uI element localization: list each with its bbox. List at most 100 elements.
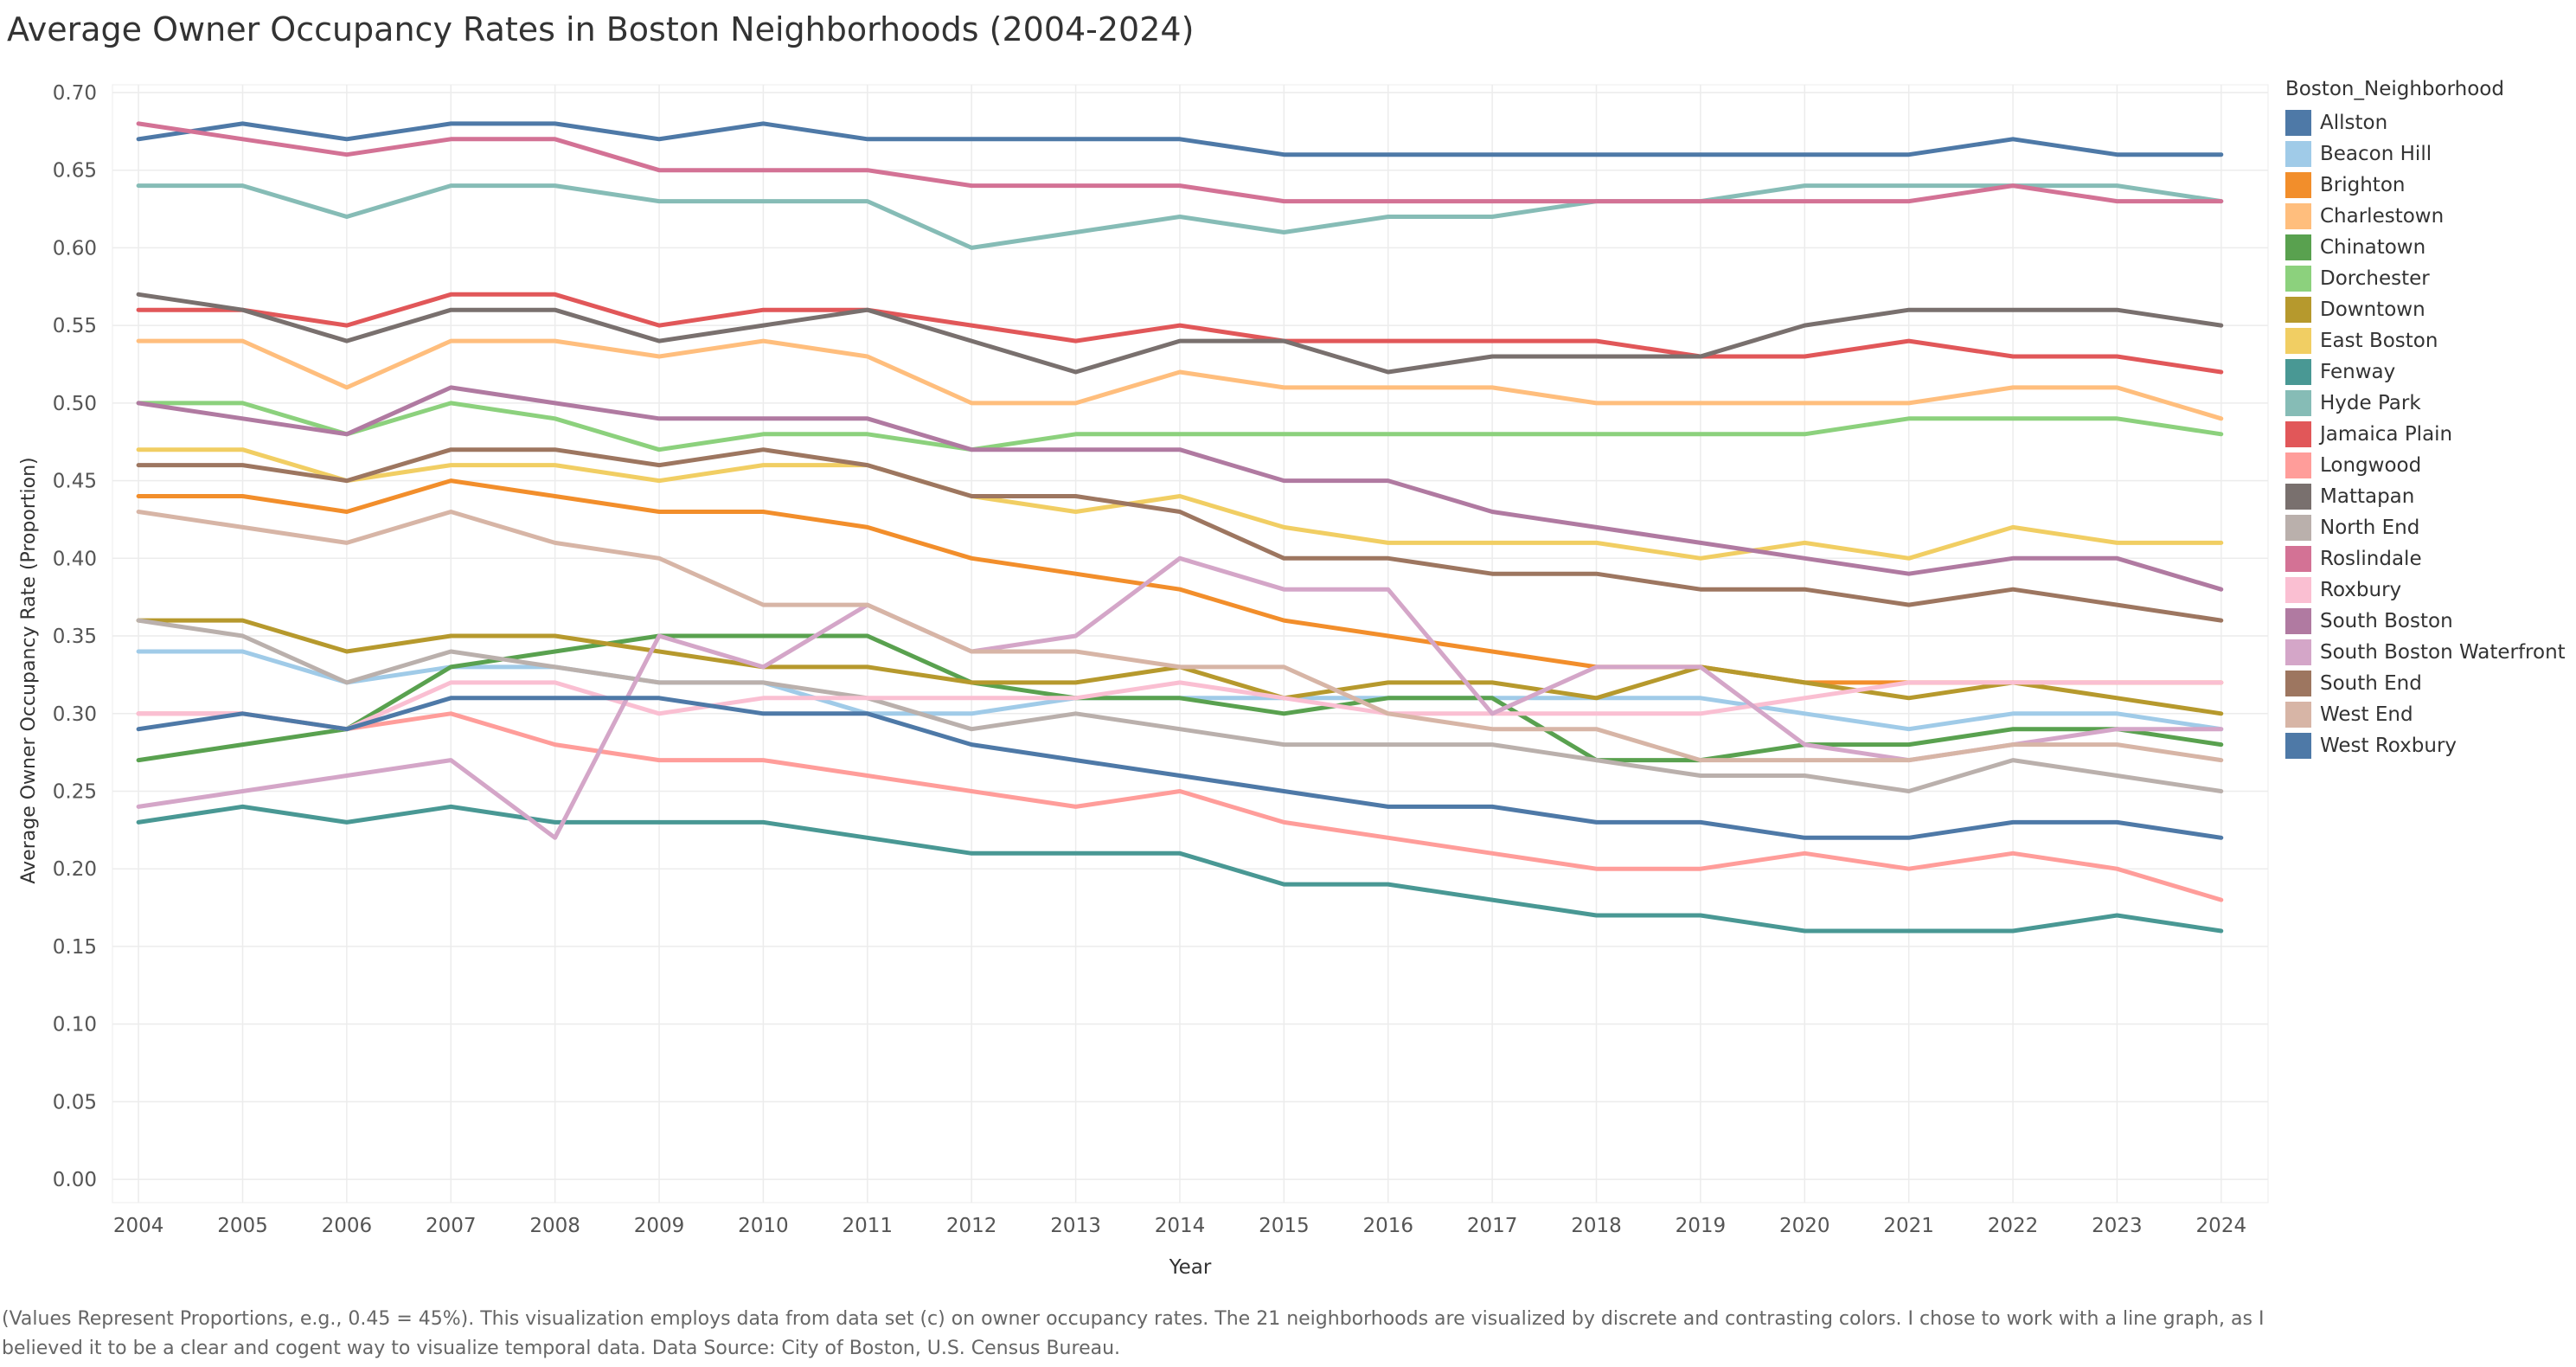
x-axis-label: Year — [1169, 1256, 1212, 1279]
y-tick-label: 0.05 — [53, 1091, 97, 1113]
x-tick-label: 2007 — [426, 1215, 477, 1237]
x-tick-label: 2010 — [738, 1215, 789, 1237]
legend-label: Charlestown — [2320, 205, 2445, 228]
y-tick-label: 0.35 — [53, 626, 97, 648]
grid — [112, 84, 2269, 1203]
x-tick-label: 2011 — [843, 1215, 894, 1237]
legend-label: South Boston Waterfront — [2320, 641, 2566, 664]
series-line-allston — [136, 121, 2224, 157]
series-line-brighton — [136, 478, 2224, 685]
x-tick-label: 2005 — [217, 1215, 268, 1237]
legend: Boston_Neighborhood Allston Beacon Hill Br… — [2285, 78, 2571, 761]
chart-title: Average Owner Occupancy Rates in Boston … — [7, 10, 1195, 48]
series-line-west-end — [136, 510, 2224, 763]
legend-item-east-boston: East Boston — [2285, 325, 2571, 356]
legend-label: East Boston — [2320, 330, 2438, 352]
y-tick-label: 0.25 — [53, 780, 97, 803]
x-tick-label: 2017 — [1467, 1215, 1518, 1237]
x-tick-label: 2006 — [322, 1215, 373, 1237]
x-tick-label: 2022 — [1988, 1215, 2039, 1237]
legend-item-beacon-hill: Beacon Hill — [2285, 138, 2571, 170]
x-tick-label: 2014 — [1155, 1215, 1206, 1237]
x-tick-label: 2008 — [529, 1215, 580, 1237]
legend-swatch — [2285, 546, 2311, 572]
legend-item-allston: Allston — [2285, 107, 2571, 138]
legend-swatch — [2285, 452, 2311, 478]
legend-label: Brighton — [2320, 174, 2406, 196]
legend-item-chinatown: Chinatown — [2285, 232, 2571, 263]
legend-swatch — [2285, 172, 2311, 198]
legend-item-west-end: West End — [2285, 699, 2571, 730]
legend-label: West Roxbury — [2320, 735, 2457, 757]
legend-label: North End — [2320, 517, 2420, 539]
legend-label: South End — [2320, 672, 2422, 695]
legend-item-longwood: Longwood — [2285, 450, 2571, 481]
legend-swatch — [2285, 608, 2311, 634]
legend-label: Mattapan — [2320, 485, 2415, 508]
legend-item-north-end: North End — [2285, 512, 2571, 543]
legend-item-south-boston-waterfront: South Boston Waterfront — [2285, 637, 2571, 668]
legend-label: Roxbury — [2320, 579, 2402, 601]
series-line-chinatown — [136, 633, 2224, 763]
y-tick-label: 0.15 — [53, 936, 97, 959]
legend-swatch — [2285, 234, 2311, 260]
series-line-charlestown — [136, 338, 2224, 421]
y-tick-label: 0.60 — [53, 237, 97, 260]
legend-label: Roslindale — [2320, 548, 2422, 570]
y-axis-label: Average Owner Occupancy Rate (Proportion… — [18, 457, 40, 883]
legend-swatch — [2285, 639, 2311, 665]
legend-items: Allston Beacon Hill Brighton Charlestown Chi… — [2285, 107, 2571, 761]
legend-item-charlestown: Charlestown — [2285, 201, 2571, 232]
legend-swatch — [2285, 297, 2311, 323]
series-line-hyde-park — [136, 183, 2224, 250]
series-line-roslindale — [136, 121, 2224, 204]
legend-item-mattapan: Mattapan — [2285, 481, 2571, 512]
legend-swatch — [2285, 733, 2311, 759]
x-tick-label: 2013 — [1050, 1215, 1101, 1237]
legend-label: Longwood — [2320, 454, 2422, 477]
legend-label: Hyde Park — [2320, 392, 2421, 414]
legend-label: Jamaica Plain — [2320, 423, 2453, 446]
legend-label: Downtown — [2320, 298, 2425, 321]
legend-label: Allston — [2320, 112, 2388, 134]
y-tick-label: 0.40 — [53, 548, 97, 570]
x-tick-label: 2023 — [2092, 1215, 2143, 1237]
legend-swatch — [2285, 141, 2311, 167]
legend-label: Beacon Hill — [2320, 143, 2432, 165]
legend-swatch — [2285, 390, 2311, 416]
legend-swatch — [2285, 702, 2311, 728]
x-tick-label: 2019 — [1676, 1215, 1727, 1237]
legend-item-brighton: Brighton — [2285, 170, 2571, 201]
legend-item-jamaica-plain: Jamaica Plain — [2285, 419, 2571, 450]
legend-swatch — [2285, 484, 2311, 510]
legend-item-south-boston: South Boston — [2285, 606, 2571, 637]
legend-item-west-roxbury: West Roxbury — [2285, 730, 2571, 761]
caption: (Values Represent Proportions, e.g., 0.4… — [2, 1308, 2265, 1359]
series-line-mattapan — [136, 292, 2224, 375]
y-tick-label: 0.65 — [53, 160, 97, 183]
legend-swatch — [2285, 110, 2311, 136]
plot-area — [112, 84, 2269, 1203]
legend-swatch — [2285, 671, 2311, 696]
series-line-roxbury — [136, 680, 2224, 732]
series-line-west-roxbury — [136, 696, 2224, 840]
series-line-south-boston — [136, 385, 2224, 592]
y-tick-label: 0.45 — [53, 471, 97, 493]
series-line-fenway — [136, 804, 2224, 934]
legend-item-hyde-park: Hyde Park — [2285, 388, 2571, 419]
legend-label: Fenway — [2320, 361, 2396, 383]
legend-label: Dorchester — [2320, 267, 2430, 290]
x-tick-label: 2012 — [946, 1215, 997, 1237]
series-line-east-boston — [136, 447, 2224, 561]
legend-swatch — [2285, 266, 2311, 292]
legend-label: South Boston — [2320, 610, 2453, 632]
series-line-south-boston-waterfront — [136, 555, 2224, 840]
y-tick-label: 0.20 — [53, 858, 97, 881]
y-tick-label: 0.00 — [53, 1169, 97, 1191]
legend-swatch — [2285, 577, 2311, 603]
x-tick-label: 2020 — [1779, 1215, 1830, 1237]
legend-item-roslindale: Roslindale — [2285, 543, 2571, 574]
x-tick-label: 2016 — [1362, 1215, 1413, 1237]
series-line-jamaica-plain — [136, 292, 2224, 375]
